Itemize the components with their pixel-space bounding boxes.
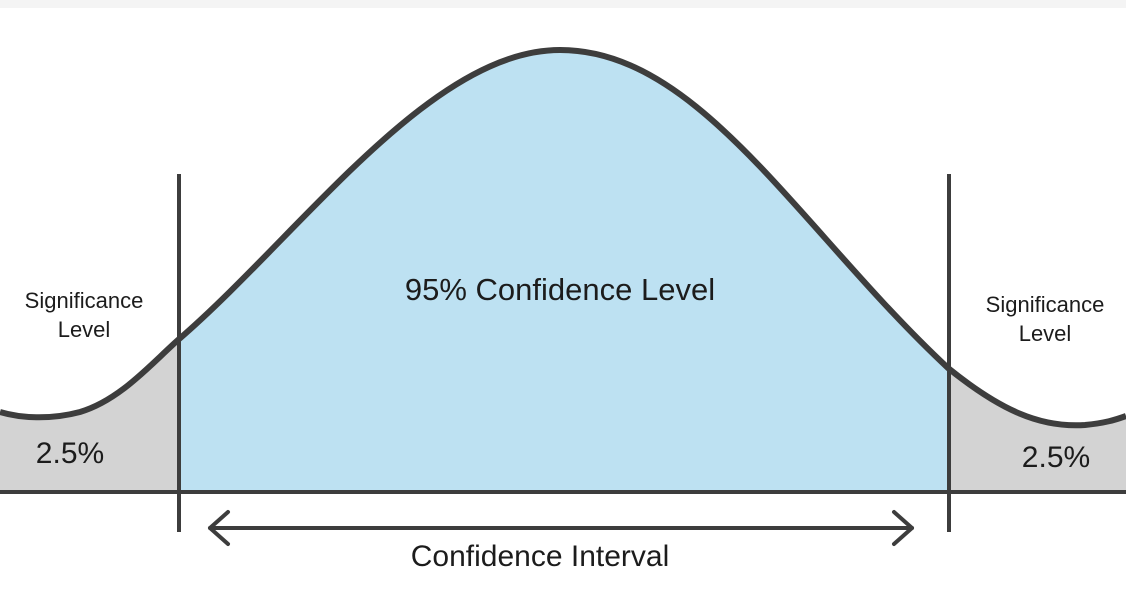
interval-label: Confidence Interval xyxy=(410,540,670,573)
interval-arrow xyxy=(208,510,914,546)
normal-curve xyxy=(0,46,1126,429)
left-tail-value: 2.5% xyxy=(35,437,105,470)
top-band xyxy=(0,0,1126,8)
right-tail-value: 2.5% xyxy=(1021,441,1091,474)
left-significance-label: Significance Level xyxy=(24,288,144,342)
right-significance-label: Significance Level xyxy=(985,292,1105,346)
center-label: 95% Confidence Level xyxy=(404,272,716,307)
